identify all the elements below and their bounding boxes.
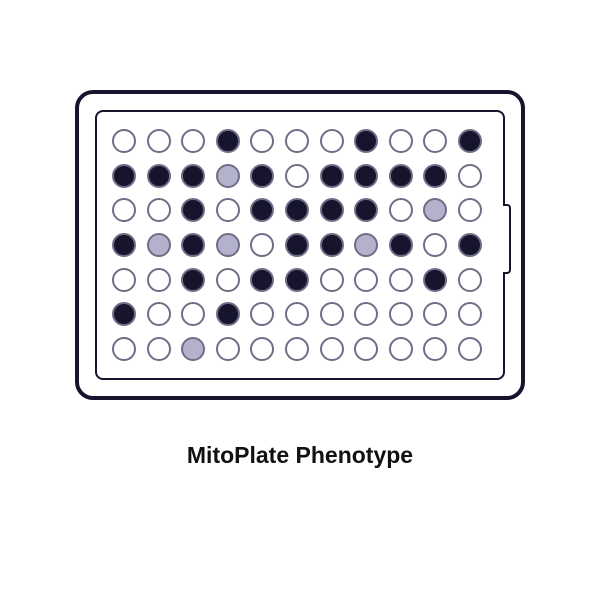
well — [147, 164, 171, 188]
well — [250, 198, 274, 222]
well — [147, 233, 171, 257]
well — [112, 129, 136, 153]
well — [285, 337, 309, 361]
well — [147, 129, 171, 153]
well — [250, 233, 274, 257]
well — [354, 302, 378, 326]
well — [250, 337, 274, 361]
well — [147, 268, 171, 292]
well — [354, 164, 378, 188]
well — [216, 302, 240, 326]
well — [112, 164, 136, 188]
well — [389, 164, 413, 188]
well — [181, 233, 205, 257]
well — [354, 233, 378, 257]
well — [458, 302, 482, 326]
well — [458, 233, 482, 257]
well — [458, 198, 482, 222]
well — [423, 129, 447, 153]
well — [147, 302, 171, 326]
well — [250, 302, 274, 326]
well — [320, 198, 344, 222]
well — [389, 198, 413, 222]
well — [320, 337, 344, 361]
caption: MitoPlate Phenotype — [187, 442, 413, 469]
well — [389, 129, 413, 153]
well — [423, 337, 447, 361]
plate-outer — [75, 90, 525, 400]
well — [250, 164, 274, 188]
well — [216, 129, 240, 153]
well — [112, 233, 136, 257]
well — [181, 198, 205, 222]
well — [458, 164, 482, 188]
well — [285, 129, 309, 153]
well — [285, 164, 309, 188]
well — [216, 198, 240, 222]
well — [285, 268, 309, 292]
well — [458, 268, 482, 292]
wells-grid — [107, 124, 487, 366]
well — [285, 233, 309, 257]
well — [354, 268, 378, 292]
container: MitoPlate Phenotype — [0, 0, 600, 600]
notch — [503, 204, 511, 274]
well — [250, 129, 274, 153]
well — [216, 268, 240, 292]
well — [389, 337, 413, 361]
well — [423, 164, 447, 188]
well — [423, 268, 447, 292]
well — [389, 302, 413, 326]
well — [285, 302, 309, 326]
well — [354, 129, 378, 153]
well — [112, 268, 136, 292]
well — [216, 164, 240, 188]
well — [423, 198, 447, 222]
well — [112, 302, 136, 326]
well — [250, 268, 274, 292]
well — [216, 337, 240, 361]
well — [181, 129, 205, 153]
well — [320, 129, 344, 153]
well — [112, 198, 136, 222]
well — [320, 268, 344, 292]
well — [320, 164, 344, 188]
well — [147, 198, 171, 222]
well — [320, 233, 344, 257]
well — [389, 233, 413, 257]
well — [320, 302, 344, 326]
well — [181, 337, 205, 361]
well — [181, 302, 205, 326]
well — [423, 233, 447, 257]
well — [112, 337, 136, 361]
well — [389, 268, 413, 292]
well — [147, 337, 171, 361]
well — [216, 233, 240, 257]
well — [354, 198, 378, 222]
well — [285, 198, 309, 222]
well — [181, 164, 205, 188]
well — [423, 302, 447, 326]
well — [458, 337, 482, 361]
well — [181, 268, 205, 292]
well — [458, 129, 482, 153]
well — [354, 337, 378, 361]
